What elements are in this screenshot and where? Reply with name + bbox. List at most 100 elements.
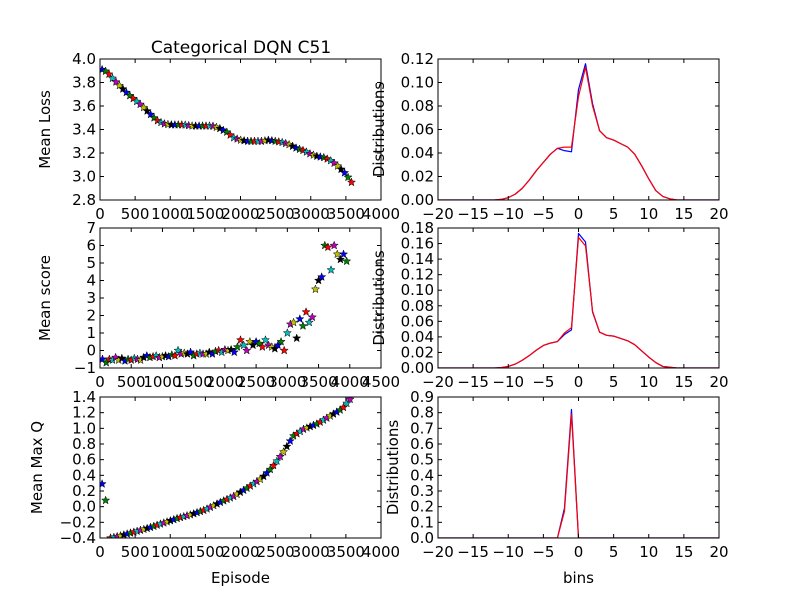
score-x-tick-label: 1500 — [175, 373, 213, 391]
dist2-y-tick-label: 0.14 — [401, 250, 434, 268]
dist1-y-tick-label: 0.08 — [401, 97, 434, 115]
score-y-axis-label: Mean score — [36, 255, 54, 341]
loss-x-tick-label: 2000 — [221, 205, 259, 223]
loss-y-axis-label: Mean Loss — [36, 90, 54, 169]
dist1-y-tick-label: 0.02 — [401, 168, 434, 186]
loss-point — [346, 177, 357, 187]
score-point — [260, 335, 271, 344]
dist1-y-tick-label: 0.00 — [401, 191, 434, 209]
score-point — [238, 340, 249, 350]
dist2-y-tick-label: 0.18 — [401, 219, 434, 237]
dist2-y-axis-label: Distributions — [370, 250, 388, 346]
loss-point — [107, 73, 118, 83]
dist1-x-tick-label: 15 — [674, 205, 693, 223]
maxq-y-tick-label: 0.4 — [72, 466, 96, 484]
dist1-x-tick-label: −15 — [457, 205, 489, 223]
dist3-x-axis-label: bins — [563, 569, 594, 587]
maxq-y-tick-label: 0.6 — [72, 451, 96, 469]
score-point — [317, 272, 327, 281]
dist3-y-tick-label: 0.5 — [410, 451, 434, 469]
dist3-y-tick-label: 0.9 — [410, 388, 434, 406]
score-point — [295, 314, 305, 323]
loss-point — [145, 109, 156, 119]
score-y-tick-label: 3 — [86, 289, 96, 307]
maxq-point — [100, 479, 107, 488]
maxq-point — [272, 456, 282, 466]
score-point — [338, 249, 349, 259]
dist3-series-line-red — [438, 413, 719, 538]
score-point — [288, 317, 299, 327]
loss-point — [343, 172, 353, 182]
maxq-x-tick-label: 4000 — [362, 543, 400, 561]
score-point — [307, 312, 317, 322]
dist3-x-tick-label: −20 — [422, 543, 454, 561]
score-x-tick-label: 4500 — [362, 373, 400, 391]
maxq-point — [100, 495, 111, 505]
dist3-x-tick-label: 5 — [609, 543, 619, 561]
score-point — [304, 317, 314, 327]
dist2-y-tick-label: 0.00 — [401, 359, 434, 377]
loss-marks — [100, 64, 357, 187]
maxq-point — [268, 460, 279, 470]
figure-title: Categorical DQN C51 — [151, 38, 331, 58]
maxq-x-axis-label: Episode — [211, 569, 270, 587]
dist2-x-tick-label: −15 — [457, 373, 489, 391]
score-x-tick-label: 1000 — [143, 373, 181, 391]
score-point — [329, 240, 339, 250]
score-point — [229, 347, 239, 357]
dist2-x-tick-label: 0 — [574, 373, 584, 391]
loss-y-tick-label: 3.4 — [72, 121, 96, 139]
score-point — [282, 328, 293, 337]
subplots: 0 500 10001500200025003000350040002.83.03.… — [28, 50, 729, 587]
maxq-x-tick-label: 0 — [95, 543, 105, 561]
dist3-y-tick-label: 0.3 — [410, 482, 434, 500]
maxq-point — [285, 436, 295, 446]
score-x-tick-label: 4000 — [331, 373, 369, 391]
score-point — [248, 340, 258, 350]
loss-x-tick-label: 0 — [95, 205, 105, 223]
dist2-y-tick-label: 0.06 — [401, 312, 434, 330]
dist3-x-tick-label: 0 — [574, 543, 584, 561]
dist1-y-axis-label: Distributions — [370, 82, 388, 178]
maxq-x-tick-label: 1000 — [151, 543, 189, 561]
dist1-x-tick-label: 20 — [709, 205, 728, 223]
dist2-y-tick-label: 0.12 — [401, 266, 434, 284]
maxq-point — [282, 441, 292, 451]
score-point — [292, 333, 302, 343]
score-y-tick-label: −1 — [74, 359, 96, 377]
dist1-x-tick-label: −10 — [492, 205, 524, 223]
loss-x-tick-label: 3000 — [292, 205, 330, 223]
loss-point — [114, 80, 125, 90]
maxq-y-tick-label: 0.2 — [72, 482, 96, 500]
dist2-marks — [438, 232, 719, 368]
score-point — [298, 321, 308, 330]
dist3-y-tick-label: 0.6 — [410, 435, 434, 453]
maxq-point — [338, 402, 349, 412]
dist1-x-tick-label: 0 — [574, 205, 584, 223]
score-y-tick-label: 1 — [86, 324, 96, 342]
score-x-tick-label: 0 — [95, 373, 105, 391]
score-x-tick-label: 2000 — [206, 373, 244, 391]
dist1-y-tick-label: 0.10 — [401, 74, 434, 92]
dist3-y-tick-label: 0.2 — [410, 498, 434, 516]
dist2-y-tick-label: 0.16 — [401, 235, 434, 253]
score-point — [301, 307, 311, 316]
loss-point — [104, 69, 114, 79]
maxq-point — [265, 464, 275, 474]
loss-y-tick-label: 3.2 — [72, 144, 96, 162]
score-point — [279, 345, 289, 355]
maxq-y-tick-label: 1.2 — [72, 404, 96, 422]
dist3-y-axis-label: Distributions — [384, 420, 402, 516]
score-point — [310, 284, 321, 294]
maxq-marks — [100, 397, 355, 538]
score-point — [341, 256, 352, 266]
score-point — [273, 340, 283, 350]
dist3-y-tick-label: 0.8 — [410, 404, 434, 422]
dist2-y-tick-label: 0.10 — [401, 281, 434, 299]
score-point — [326, 265, 336, 274]
score-point — [170, 350, 180, 360]
maxq-x-tick-label: 500 — [121, 543, 150, 561]
